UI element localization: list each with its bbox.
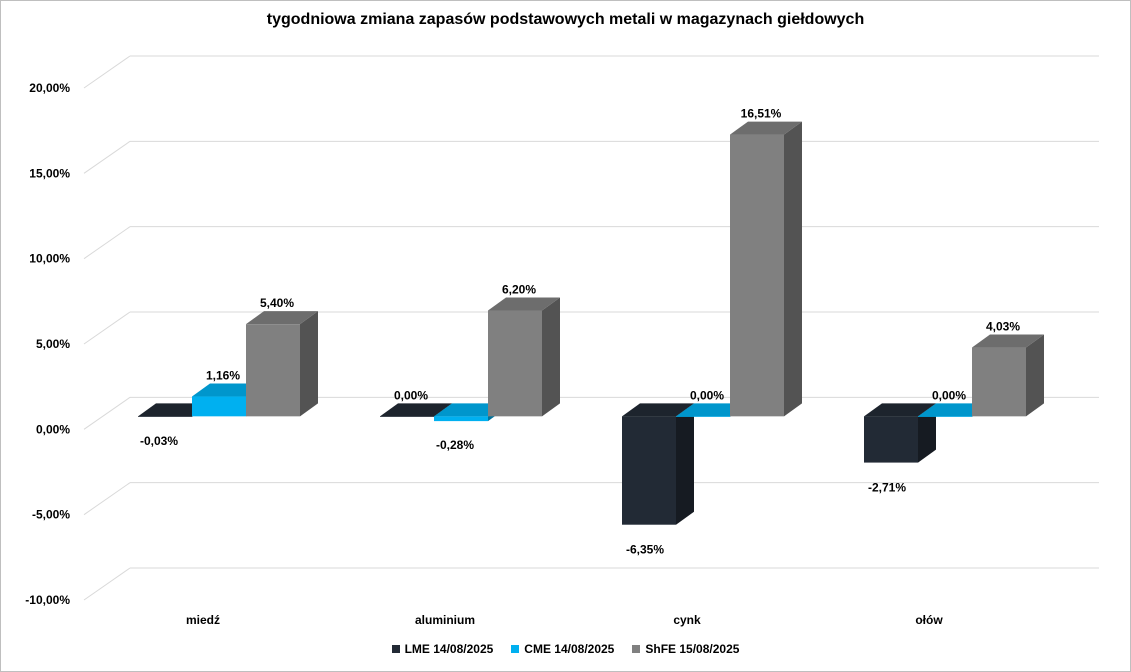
data-label: 0,00% <box>932 388 966 402</box>
bar-top <box>730 121 802 135</box>
gridline-depth <box>83 396 131 430</box>
y-tick-label: 15,00% <box>29 166 70 180</box>
bar <box>434 416 488 422</box>
bar-top <box>380 403 452 417</box>
bar-side <box>918 403 936 463</box>
gridline-depth <box>83 55 131 89</box>
y-tick-label: 10,00% <box>29 252 70 266</box>
x-tick-label: aluminium <box>415 613 475 627</box>
legend-item-shfe: ShFE 15/08/2025 <box>632 642 739 656</box>
bar <box>380 416 434 417</box>
x-tick-label: miedź <box>186 613 220 627</box>
legend-swatch-lme <box>391 645 400 653</box>
legend-label-shfe: ShFE 15/08/2025 <box>645 642 740 656</box>
legend-swatch-cme <box>511 645 520 653</box>
chart-legend: LME 14/08/2025 CME 14/08/2025 ShFE 15/08… <box>0 642 1131 656</box>
bar-side <box>784 121 802 417</box>
chart-plot: 20,00% 15,00% 10,00% 5,00% 0,00% -5,00% -10,00… <box>25 55 1099 627</box>
data-label: 16,51% <box>741 107 782 121</box>
bar <box>676 416 730 417</box>
legend-item-lme: LME 14/08/2025 <box>391 642 494 656</box>
y-tick-label: 0,00% <box>36 422 70 436</box>
data-label: -2,71% <box>868 481 906 495</box>
y-tick-label: -10,00% <box>25 593 70 607</box>
data-label: 0,00% <box>690 388 724 402</box>
data-label: -0,28% <box>436 438 474 452</box>
data-label: 0,00% <box>394 388 428 402</box>
bar <box>918 416 972 417</box>
data-label: 1,16% <box>206 369 240 383</box>
gridline-depth <box>83 311 131 345</box>
bar <box>972 347 1026 417</box>
bar-top <box>488 297 560 311</box>
bar <box>622 416 676 525</box>
bar <box>488 310 542 417</box>
bar-side <box>1026 334 1044 417</box>
y-tick-label: -5,00% <box>32 508 70 522</box>
legend-swatch-shfe <box>632 645 641 653</box>
bar-top <box>864 403 936 417</box>
bar-side <box>676 403 694 525</box>
bar <box>246 324 300 417</box>
bar <box>192 396 246 417</box>
bar-side <box>300 311 318 417</box>
bar <box>138 416 192 417</box>
data-label: -0,03% <box>140 434 178 448</box>
data-label: -6,35% <box>626 543 664 557</box>
legend-label-lme: LME 14/08/2025 <box>404 642 494 656</box>
bar-top <box>246 311 318 325</box>
data-label: 6,20% <box>502 283 536 297</box>
chart-title: tygodniowa zmiana zapasów podstawowych m… <box>266 11 865 28</box>
bar <box>730 134 784 417</box>
x-tick-label: ołów <box>915 613 943 627</box>
legend-label-cme: CME 14/08/2025 <box>524 642 615 656</box>
gridline-depth <box>83 140 131 174</box>
gridline-depth <box>83 226 131 260</box>
y-tick-label: 5,00% <box>36 337 70 351</box>
bar-side <box>542 297 560 417</box>
legend-item-cme: CME 14/08/2025 <box>511 642 614 656</box>
gridline-depth <box>83 567 131 601</box>
y-tick-label: 20,00% <box>29 81 70 95</box>
data-label: 4,03% <box>986 320 1020 334</box>
bar-top <box>622 403 694 417</box>
x-tick-label: cynk <box>673 613 701 627</box>
bar <box>864 416 918 463</box>
bar-top <box>972 334 1044 348</box>
data-label: 5,40% <box>260 296 294 310</box>
gridline-depth <box>83 482 131 516</box>
